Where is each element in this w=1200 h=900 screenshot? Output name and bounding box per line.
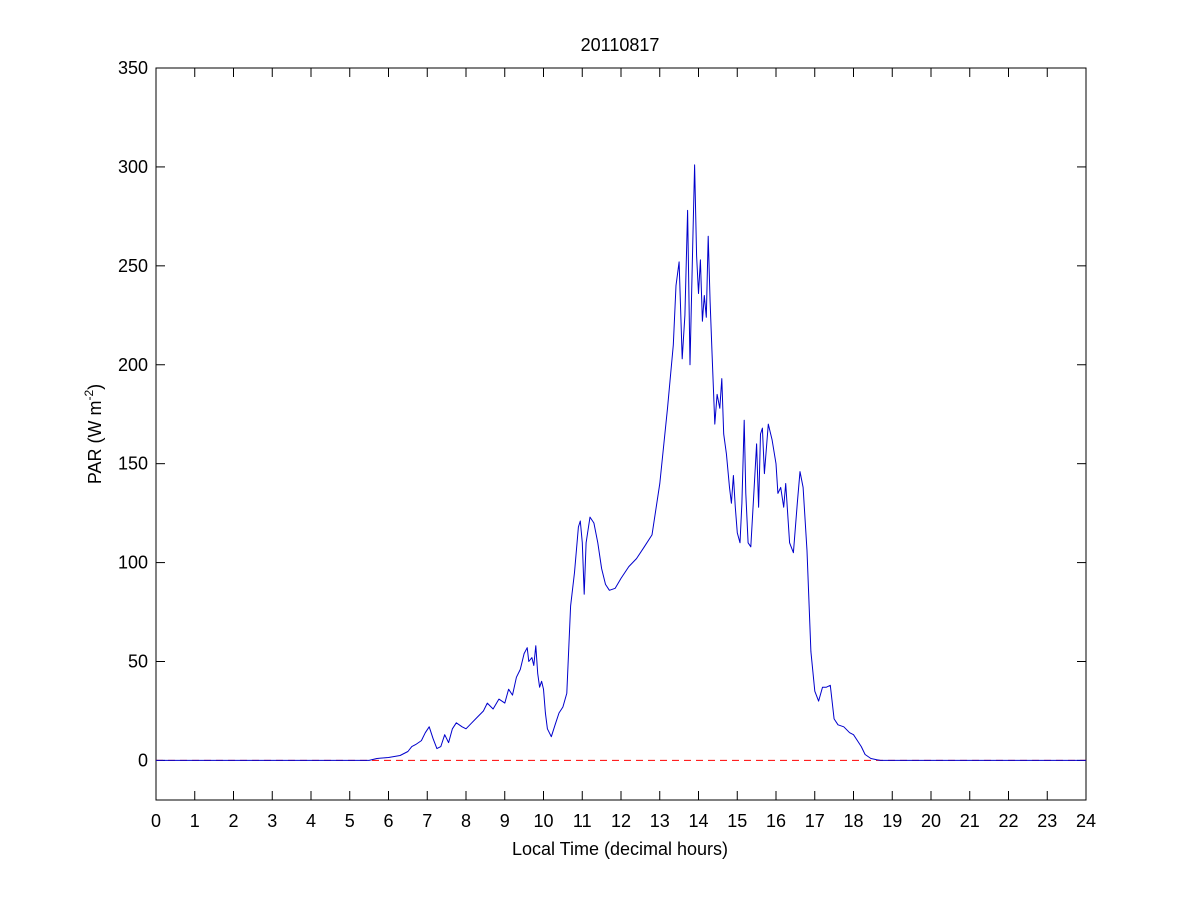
x-tick-label-13: 13: [650, 811, 670, 831]
axes-box: [155, 67, 1087, 801]
x-tick-label-11: 11: [573, 811, 592, 831]
x-tick-label-18: 18: [843, 811, 863, 831]
y-axis-label-suffix: ): [85, 384, 105, 390]
x-tick-label-15: 15: [727, 811, 747, 831]
y-tick-label-2: 100: [118, 553, 148, 573]
x-tick-label-9: 9: [500, 811, 510, 831]
x-tick-label-10: 10: [533, 811, 553, 831]
x-tick-label-4: 4: [306, 811, 316, 831]
chart-title: 20110817: [581, 35, 660, 55]
y-axis-label: PAR (W m-2): [82, 384, 105, 484]
x-tick-label-1: 1: [190, 811, 200, 831]
y-axis-label-prefix: PAR (W m: [85, 401, 105, 485]
y-tick-label-5: 250: [118, 256, 148, 276]
par-series-line: [156, 164, 1086, 761]
x-tick-label-7: 7: [422, 811, 432, 831]
y-tick-label-1: 50: [128, 652, 148, 672]
x-tick-label-22: 22: [998, 811, 1018, 831]
x-tick-label-2: 2: [228, 811, 238, 831]
x-tick-label-16: 16: [766, 811, 786, 831]
x-tick-label-20: 20: [921, 811, 941, 831]
y-tick-label-0: 0: [138, 750, 148, 770]
y-tick-label-3: 150: [118, 454, 148, 474]
x-tick-label-0: 0: [151, 811, 161, 831]
x-tick-label-12: 12: [611, 811, 631, 831]
x-tick-label-8: 8: [461, 811, 471, 831]
plot-marks: 0 1 2 3 4 5 6 7 8 9 10 11 12 13 14 15 16 17 18 19 20 21 22 23 24…: [118, 58, 1096, 831]
x-tick-label-21: 21: [960, 811, 980, 831]
x-tick-label-23: 23: [1037, 811, 1057, 831]
x-tick-label-3: 3: [267, 811, 277, 831]
x-tick-label-6: 6: [383, 811, 393, 831]
y-tick-label-4: 200: [118, 355, 148, 375]
x-tick-label-14: 14: [688, 811, 708, 831]
y-tick-label-6: 300: [118, 157, 148, 177]
x-axis-label: Local Time (decimal hours): [512, 839, 728, 859]
x-tick-label-24: 24: [1076, 811, 1096, 831]
y-tick-label-7: 350: [118, 58, 148, 78]
x-tick-label-5: 5: [345, 811, 355, 831]
y-axis-label-superscript: -2: [82, 390, 96, 401]
x-tick-label-19: 19: [882, 811, 902, 831]
x-tick-label-17: 17: [805, 811, 825, 831]
